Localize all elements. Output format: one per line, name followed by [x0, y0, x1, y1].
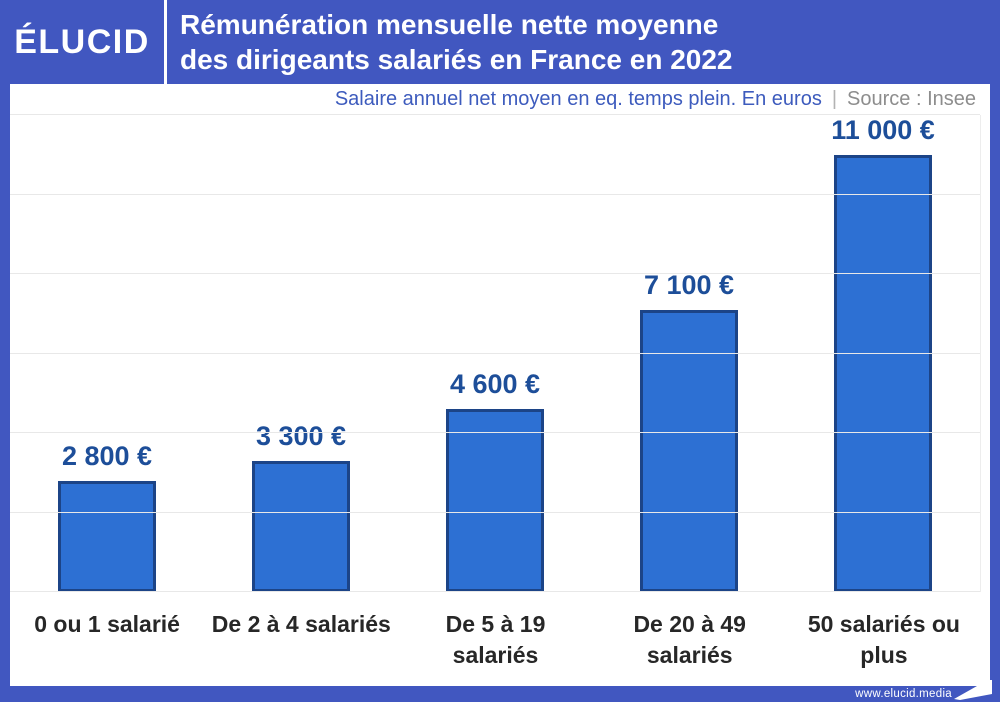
bar-value-label: 4 600 €	[449, 369, 541, 400]
category-label: 0 ou 1 salarié	[34, 611, 180, 637]
bar-column: 7 100 €	[592, 115, 786, 592]
gridline	[10, 352, 980, 354]
bar-column: 4 600 €	[398, 115, 592, 592]
chart-title-line2: des dirigeants salariés en France en 202…	[180, 44, 733, 75]
bar-column: 2 800 €	[10, 115, 204, 592]
header-divider	[164, 0, 167, 84]
category-axis: 0 ou 1 salarié De 2 à 4 salariés De 5 à 19…	[10, 609, 981, 671]
source-label: Source : Insee	[847, 88, 976, 110]
bar-value-label: 7 100 €	[643, 269, 735, 300]
bar	[640, 309, 738, 592]
gridline	[10, 511, 980, 513]
elucid-arrow-icon	[954, 680, 992, 700]
gridline	[10, 114, 980, 115]
chart-region: 2 800 € 3 300 € 4 600 € 7 100 € 11 000 € 0 o…	[10, 114, 990, 686]
subtitle-band: Salaire annuel net moyen en eq. temps pl…	[10, 84, 990, 115]
category-label: De 20 à 49 salariés	[633, 611, 746, 668]
chart-title-line1: Rémunération mensuelle nette moyenne	[180, 9, 719, 40]
gridline	[10, 193, 980, 195]
category-label: 50 salariés ou plus	[807, 611, 960, 668]
header: ÉLUCID Rémunération mensuelle nette moye…	[0, 0, 1000, 84]
category-label: De 5 à 19 salariés	[445, 611, 546, 668]
bars: 2 800 € 3 300 € 4 600 € 7 100 € 11 000 €	[10, 115, 980, 592]
bar-value-label: 11 000 €	[831, 115, 935, 145]
category-label: De 2 à 4 salariés	[211, 611, 391, 637]
bar-column: 3 300 €	[204, 115, 398, 592]
gridline	[10, 591, 980, 592]
bar	[834, 155, 932, 592]
bar-value-label: 3 300 €	[255, 420, 347, 451]
elucid-logo: ÉLUCID	[0, 0, 164, 84]
bar-value-label: 2 800 €	[61, 440, 153, 471]
gridline	[10, 432, 980, 434]
footer-url-link[interactable]: www.elucid.media	[855, 688, 952, 700]
gridline	[10, 273, 980, 275]
elucid-logo-text: ÉLUCID	[14, 22, 150, 61]
footer: www.elucid.media	[0, 680, 1000, 702]
bar-column: 11 000 €	[786, 115, 980, 592]
plot-area: 2 800 € 3 300 € 4 600 € 7 100 € 11 000 €	[10, 114, 981, 592]
chart-subtitle: Salaire annuel net moyen en eq. temps pl…	[334, 88, 822, 110]
bar	[58, 480, 156, 592]
subtitle-separator: |	[831, 88, 838, 110]
chart-title: Rémunération mensuelle nette moyenne des…	[167, 0, 1000, 84]
bar	[446, 409, 544, 592]
bar	[252, 460, 350, 592]
